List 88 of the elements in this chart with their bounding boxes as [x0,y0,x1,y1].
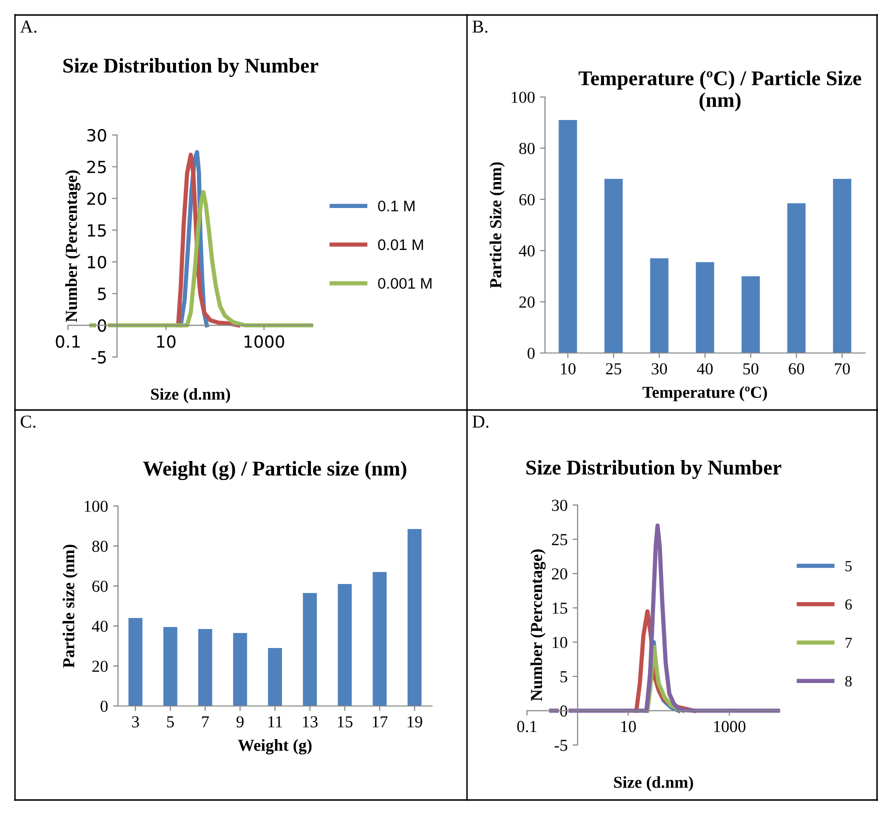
y-tick-label: 5 [98,288,106,300]
bar [696,262,714,353]
y-tick-label: 25 [87,160,106,174]
x-tick-label: 15 [338,716,352,728]
x-axis-title: Size (d.nm) [614,776,694,792]
x-tick-label: 5 [167,716,174,728]
y-tick-label: 30 [552,500,568,511]
bar [233,633,248,706]
bar [787,203,806,353]
y-tick-label: -5 [91,351,106,364]
y-tick-label: 0 [98,319,106,332]
x-tick-label: 13 [303,716,318,728]
x-tick-label: 17 [372,716,388,728]
bar [163,627,178,706]
x-tick-label: 19 [408,716,422,728]
y-tick-label: 40 [518,245,535,257]
y-tick-label: 25 [552,534,568,546]
bar [833,178,852,353]
y-tick-label: 30 [87,128,106,142]
x-tick-label: 10 [621,720,636,732]
legend-label: 0.01 M [378,239,423,250]
y-tick-label: 60 [92,580,108,592]
bar [650,258,668,353]
y-tick-label: 15 [88,224,106,237]
text: B. [472,20,488,33]
y-tick-label: 20 [92,660,108,672]
x-tick-label: 10 [157,335,176,348]
bar [558,120,577,353]
y-tick-label: 0 [560,705,568,717]
x-tick-label: 0.1 [517,720,536,732]
y-tick-label: 80 [92,540,108,552]
y-tick-label: 100 [512,92,535,103]
bar [604,178,623,353]
x-tick-label: 1000 [714,720,746,732]
bar [338,584,352,706]
x-tick-label: 9 [236,716,244,728]
y-axis-title: Number (Percentage) [65,170,81,322]
y-tick-label: 20 [552,568,568,580]
y-tick-label: 40 [92,620,108,632]
chart-title: Temperature (ºC) / Particle Size (nm) [578,70,862,112]
y-axis-title: Number (Percentage) [530,549,546,701]
y-tick-label: -5 [554,740,568,751]
x-tick-label: 1000 [244,335,284,348]
bar [408,529,422,706]
y-tick-label: 15 [552,602,568,614]
bar [128,618,142,706]
chart-title: Size Distribution by Number [526,460,782,479]
y-tick-label: 80 [519,142,535,154]
x-tick-label: 7 [202,716,209,728]
legend-label: 0.001 M [378,278,432,289]
x-tick-label: 0.1 [56,335,80,348]
bar [742,276,760,353]
legend-label: 6 [845,599,852,610]
y-axis-title: Particle Size (nm) [490,162,505,288]
bar [302,593,317,706]
y-tick-label: 20 [87,192,106,205]
legend-label: 0.1 M [378,200,414,212]
x-axis-title: Weight (g) [238,739,312,754]
chart-title: Weight (g) / Particle size (nm) [143,460,406,480]
text: A. [20,20,36,33]
x-tick-label: 70 [834,363,850,374]
bar [268,648,282,706]
x-axis-title: Temperature (ºC) [642,386,767,402]
x-tick-label: 60 [788,363,804,374]
y-tick-label: 60 [519,194,535,206]
y-tick-label: 10 [88,256,106,268]
x-axis-title: Size (d.nm) [151,388,230,404]
x-tick-label: 3 [132,716,139,728]
x-tick-label: 25 [606,363,622,374]
bar [198,629,212,706]
x-tick-label: 40 [696,363,713,374]
y-tick-label: 5 [560,671,568,682]
y-tick-label: 0 [528,348,535,359]
text: C. [20,416,36,428]
text: D. [472,416,488,428]
y-axis-title: Particle size (nm) [62,544,78,668]
y-tick-label: 10 [552,636,568,648]
bar [372,572,387,706]
legend-label: 7 [846,638,852,648]
x-tick-label: 11 [268,716,282,728]
y-tick-label: 20 [519,296,535,308]
chart-title: Size Distribution by Number [63,58,318,77]
y-tick-label: 0 [100,700,108,712]
x-tick-label: 30 [652,363,667,374]
legend-label: 8 [845,676,852,686]
legend-label: 5 [846,561,852,572]
x-tick-label: 50 [743,363,758,374]
y-tick-label: 100 [84,500,108,512]
